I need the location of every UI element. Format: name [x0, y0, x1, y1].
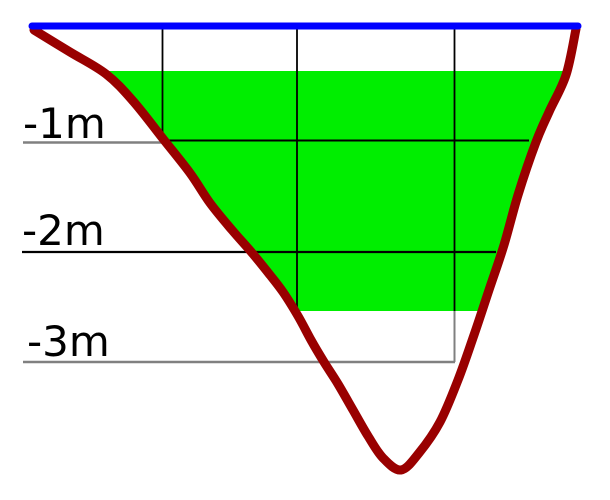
flow-area-region [101, 71, 568, 311]
depth-label-3m: -3m [27, 317, 110, 366]
bed-profile-curve [29, 24, 581, 475]
depth-label-1m: -1m [23, 99, 106, 148]
grid-lines [22, 29, 529, 364]
depth-labels: -1m -2m -3m [22, 99, 110, 366]
depth-label-2m: -2m [22, 206, 105, 255]
